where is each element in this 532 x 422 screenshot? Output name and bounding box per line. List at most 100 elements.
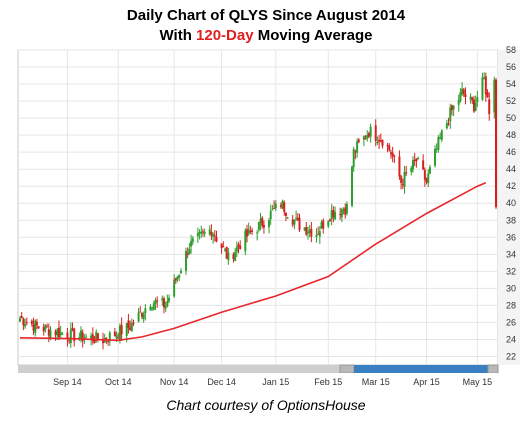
candle-body xyxy=(247,229,250,235)
candle-body xyxy=(423,169,426,180)
candle-body xyxy=(262,224,265,228)
candle-body xyxy=(291,219,294,225)
candle-body xyxy=(44,325,47,330)
candle-body xyxy=(434,148,437,166)
candle-body xyxy=(191,238,194,243)
candle-body xyxy=(225,246,228,259)
y-tick-label: 48 xyxy=(506,130,516,140)
candle-body xyxy=(161,298,164,301)
candle-body xyxy=(256,232,259,234)
candle-body xyxy=(344,207,347,215)
y-tick-label: 38 xyxy=(506,215,516,225)
candle-body xyxy=(391,152,394,157)
candle-body xyxy=(351,166,354,206)
candle-body xyxy=(239,245,242,250)
candle-body xyxy=(428,167,431,174)
y-axis-panel xyxy=(498,50,520,365)
chart-title: Daily Chart of QLYS Since August 2014 xyxy=(126,7,406,24)
candle-body xyxy=(405,172,408,174)
candle-body xyxy=(166,301,169,307)
candle-body xyxy=(71,327,74,330)
candle-body xyxy=(334,212,337,219)
candle-body xyxy=(488,99,491,115)
candle-body xyxy=(283,202,286,213)
candle-body xyxy=(73,328,76,342)
candle-body xyxy=(279,205,282,207)
x-tick-label: Mar 15 xyxy=(362,377,390,387)
candle-body xyxy=(400,176,403,184)
candle-body xyxy=(24,324,27,327)
y-tick-label: 42 xyxy=(506,181,516,191)
candle-body xyxy=(427,173,430,184)
candle-body xyxy=(472,99,475,112)
candle-body xyxy=(369,126,372,137)
candle-body xyxy=(196,232,199,237)
candle-body xyxy=(425,178,428,182)
plot-frame xyxy=(17,49,499,366)
chart-subtitle: With 120-Day Moving Average xyxy=(0,27,532,44)
scrollbar-thumb[interactable] xyxy=(354,365,488,373)
candle-body xyxy=(415,158,418,162)
candle-body xyxy=(212,234,215,237)
candle-body xyxy=(435,148,438,150)
candle-body xyxy=(222,246,225,248)
candle-body xyxy=(68,340,71,342)
candle-body xyxy=(137,312,140,322)
candle-body xyxy=(85,336,88,338)
scrollbar-right-handle[interactable] xyxy=(487,364,499,374)
x-tick-label: Oct 14 xyxy=(105,377,132,387)
candle-body xyxy=(102,340,105,344)
y-tick-label: 34 xyxy=(506,249,516,259)
candle-body xyxy=(322,220,325,229)
y-tick-label: 54 xyxy=(506,79,516,89)
candle-body xyxy=(244,230,247,252)
candle-body xyxy=(386,145,389,147)
candle-body xyxy=(345,204,348,214)
subtitle-suffix: Moving Average xyxy=(253,27,373,44)
candle-body xyxy=(215,237,218,242)
scrollbar-track[interactable] xyxy=(18,365,498,373)
candle-body xyxy=(79,330,82,339)
candle-body xyxy=(315,235,318,238)
candle-body xyxy=(179,270,182,274)
candle-body xyxy=(95,331,98,341)
candle-body xyxy=(328,219,331,221)
candle-body xyxy=(261,217,264,226)
candle-body xyxy=(273,207,276,209)
candle-body xyxy=(69,329,72,344)
candle-body xyxy=(354,151,357,153)
candle-body xyxy=(295,217,298,219)
candle-body xyxy=(251,230,254,233)
scrollbar-left-handle[interactable] xyxy=(339,364,355,374)
x-tick-label: Sep 14 xyxy=(53,377,82,387)
candle-body xyxy=(25,322,28,324)
candle-body xyxy=(476,97,479,103)
candle-body xyxy=(120,324,123,335)
candle-body xyxy=(125,323,128,336)
candle-body xyxy=(306,232,309,234)
candle-body xyxy=(32,324,35,331)
candle-body xyxy=(108,332,111,342)
candle-body xyxy=(374,125,377,141)
candle-body xyxy=(139,311,142,313)
y-tick-label: 26 xyxy=(506,317,516,327)
y-axis-ticks: 22 24 26 28 30 32 34 36 38 40 42 44 46 48 50 52 54 56 58 xyxy=(506,45,516,361)
candle-body xyxy=(389,152,392,154)
candle-body xyxy=(78,337,81,339)
candle-body xyxy=(178,274,181,278)
candle-body xyxy=(20,315,23,319)
y-tick-label: 24 xyxy=(506,334,516,344)
candle-body xyxy=(422,160,425,170)
candle-body xyxy=(42,327,45,332)
candle-body xyxy=(54,331,57,336)
candle-body xyxy=(379,140,382,142)
candle-body xyxy=(417,157,420,159)
y-tick-label: 52 xyxy=(506,96,516,106)
x-tick-label: Nov 14 xyxy=(160,377,189,387)
candle-body xyxy=(223,249,226,251)
candle-body xyxy=(164,306,167,309)
candle-body xyxy=(286,217,289,219)
candle-body xyxy=(35,321,38,326)
candle-body xyxy=(59,332,62,335)
